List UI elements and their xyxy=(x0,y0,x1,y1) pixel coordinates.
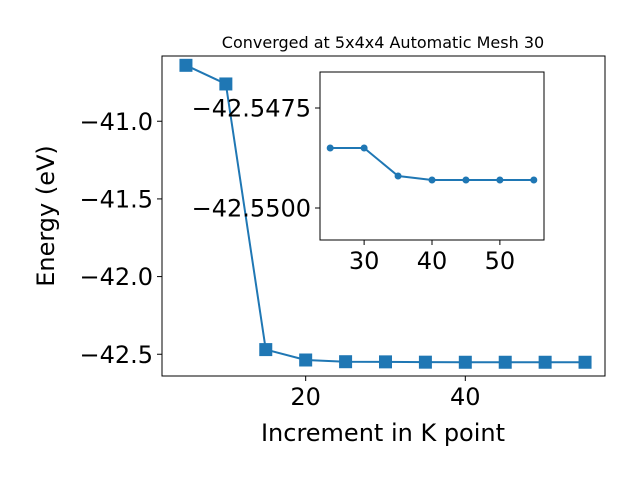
main-data-point xyxy=(498,355,512,369)
main-data-point xyxy=(219,77,233,91)
inset-plot: 30 40 50 −42.5500 −42.5475 xyxy=(192,71,545,275)
inset-x-tick-label: 30 xyxy=(349,247,380,275)
inset-y-tick-label: −42.5475 xyxy=(192,95,311,123)
main-data-point xyxy=(339,355,353,369)
inset-x-tick-label: 40 xyxy=(417,247,448,275)
main-x-tick-label: 20 xyxy=(290,383,321,411)
main-y-tick-label: −42.0 xyxy=(79,263,153,291)
main-y-tick-label: −42.5 xyxy=(79,341,153,369)
chart-title: Converged at 5x4x4 Automatic Mesh 30 xyxy=(222,33,544,52)
inset-data-point xyxy=(428,176,436,184)
main-data-point xyxy=(378,355,392,369)
main-data-point xyxy=(259,343,273,357)
inset-y-tick-label: −42.5500 xyxy=(192,195,311,223)
main-data-point xyxy=(418,355,432,369)
inset-data-point xyxy=(394,172,402,180)
inset-data-point xyxy=(326,144,334,152)
main-x-tick-label: 40 xyxy=(450,383,481,411)
inset-frame xyxy=(319,71,545,241)
inset-data-point xyxy=(496,176,504,184)
main-data-point xyxy=(179,58,193,72)
main-y-tick-label: −41.0 xyxy=(79,108,153,136)
main-data-point xyxy=(578,355,592,369)
inset-data-point xyxy=(462,176,470,184)
inset-data-point xyxy=(360,144,368,152)
main-y-tick-label: −41.5 xyxy=(79,186,153,214)
main-data-point xyxy=(299,353,313,367)
inset-x-tick-label: 50 xyxy=(485,247,516,275)
main-data-point xyxy=(538,355,552,369)
x-axis-label: Increment in K point xyxy=(261,419,505,447)
inset-data-point xyxy=(530,176,538,184)
y-axis-label: Energy (eV) xyxy=(32,145,60,287)
main-data-point xyxy=(458,355,472,369)
